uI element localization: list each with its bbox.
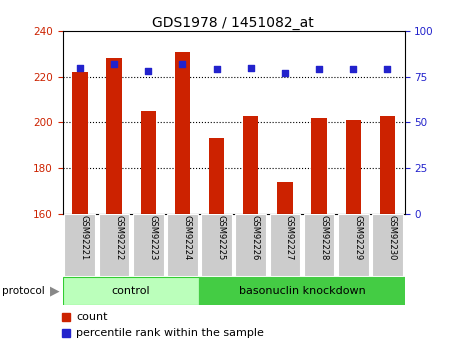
Point (76, 65, 84, 70)
Text: GSM92225: GSM92225 (217, 215, 226, 260)
Bar (209, 138, 224, 214)
Bar (312, 118, 327, 214)
Bar (338, 214, 369, 276)
Text: GSM92226: GSM92226 (251, 215, 260, 260)
Bar (72, 72, 87, 214)
Point (213, 67, 220, 72)
Bar (270, 214, 300, 276)
Bar (304, 214, 334, 276)
Point (145, 69, 152, 74)
Text: GSM92221: GSM92221 (80, 215, 89, 260)
Bar (380, 116, 395, 214)
Text: GSM92230: GSM92230 (387, 215, 397, 260)
Point (350, 67, 357, 72)
Text: ▶: ▶ (50, 284, 60, 297)
Point (110, 61, 118, 67)
Bar (277, 182, 292, 214)
Text: basonuclin knockdown: basonuclin knockdown (239, 286, 365, 296)
Bar (106, 58, 122, 214)
Text: control: control (112, 286, 151, 296)
Bar (140, 111, 156, 214)
Text: protocol: protocol (2, 286, 45, 296)
Point (384, 67, 391, 72)
Bar (133, 214, 164, 276)
Bar (235, 214, 266, 276)
Text: GSM92223: GSM92223 (148, 215, 157, 260)
Bar (63, 277, 199, 305)
Text: GDS1978 / 1451082_at: GDS1978 / 1451082_at (152, 16, 313, 30)
Bar (199, 277, 405, 305)
Point (247, 65, 254, 70)
Bar (243, 116, 259, 214)
Text: GSM92222: GSM92222 (114, 215, 123, 260)
Point (281, 70, 289, 76)
Bar (201, 214, 232, 276)
Text: GSM92229: GSM92229 (353, 215, 362, 260)
Point (315, 67, 323, 72)
Bar (345, 120, 361, 214)
Bar (167, 214, 198, 276)
Bar (65, 214, 95, 276)
Text: GSM92224: GSM92224 (182, 215, 192, 260)
Point (179, 61, 186, 67)
Text: percentile rank within the sample: percentile rank within the sample (76, 328, 264, 338)
Text: count: count (76, 312, 108, 322)
Text: GSM92228: GSM92228 (319, 215, 328, 260)
Bar (175, 52, 190, 214)
Bar (372, 214, 403, 276)
Bar (99, 214, 129, 276)
Text: GSM92227: GSM92227 (285, 215, 294, 260)
